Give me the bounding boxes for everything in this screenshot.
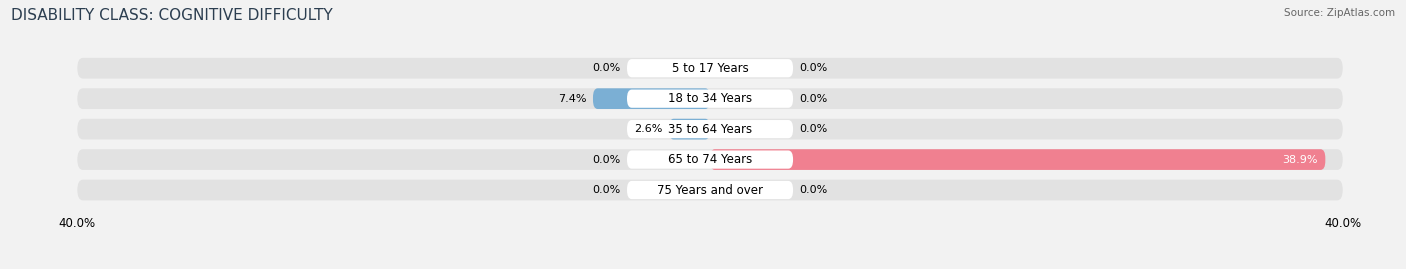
Text: 0.0%: 0.0% <box>800 124 828 134</box>
FancyBboxPatch shape <box>669 119 710 139</box>
Text: 2.6%: 2.6% <box>634 124 662 134</box>
FancyBboxPatch shape <box>627 181 793 199</box>
FancyBboxPatch shape <box>710 149 1326 170</box>
Text: 18 to 34 Years: 18 to 34 Years <box>668 92 752 105</box>
FancyBboxPatch shape <box>593 88 710 109</box>
Text: 65 to 74 Years: 65 to 74 Years <box>668 153 752 166</box>
Text: 38.9%: 38.9% <box>1282 155 1317 165</box>
Text: 5 to 17 Years: 5 to 17 Years <box>672 62 748 75</box>
Text: 0.0%: 0.0% <box>800 63 828 73</box>
FancyBboxPatch shape <box>77 58 1343 79</box>
Text: 0.0%: 0.0% <box>800 185 828 195</box>
Text: 35 to 64 Years: 35 to 64 Years <box>668 123 752 136</box>
FancyBboxPatch shape <box>77 88 1343 109</box>
FancyBboxPatch shape <box>77 149 1343 170</box>
Text: 0.0%: 0.0% <box>592 185 620 195</box>
Text: Source: ZipAtlas.com: Source: ZipAtlas.com <box>1284 8 1395 18</box>
Text: 0.0%: 0.0% <box>592 155 620 165</box>
FancyBboxPatch shape <box>627 59 793 77</box>
Text: 7.4%: 7.4% <box>558 94 586 104</box>
FancyBboxPatch shape <box>627 150 793 169</box>
FancyBboxPatch shape <box>77 119 1343 139</box>
FancyBboxPatch shape <box>77 180 1343 200</box>
Text: 75 Years and over: 75 Years and over <box>657 183 763 197</box>
Text: 0.0%: 0.0% <box>592 63 620 73</box>
FancyBboxPatch shape <box>627 90 793 108</box>
FancyBboxPatch shape <box>627 120 793 138</box>
Text: 0.0%: 0.0% <box>800 94 828 104</box>
Text: DISABILITY CLASS: COGNITIVE DIFFICULTY: DISABILITY CLASS: COGNITIVE DIFFICULTY <box>11 8 333 23</box>
